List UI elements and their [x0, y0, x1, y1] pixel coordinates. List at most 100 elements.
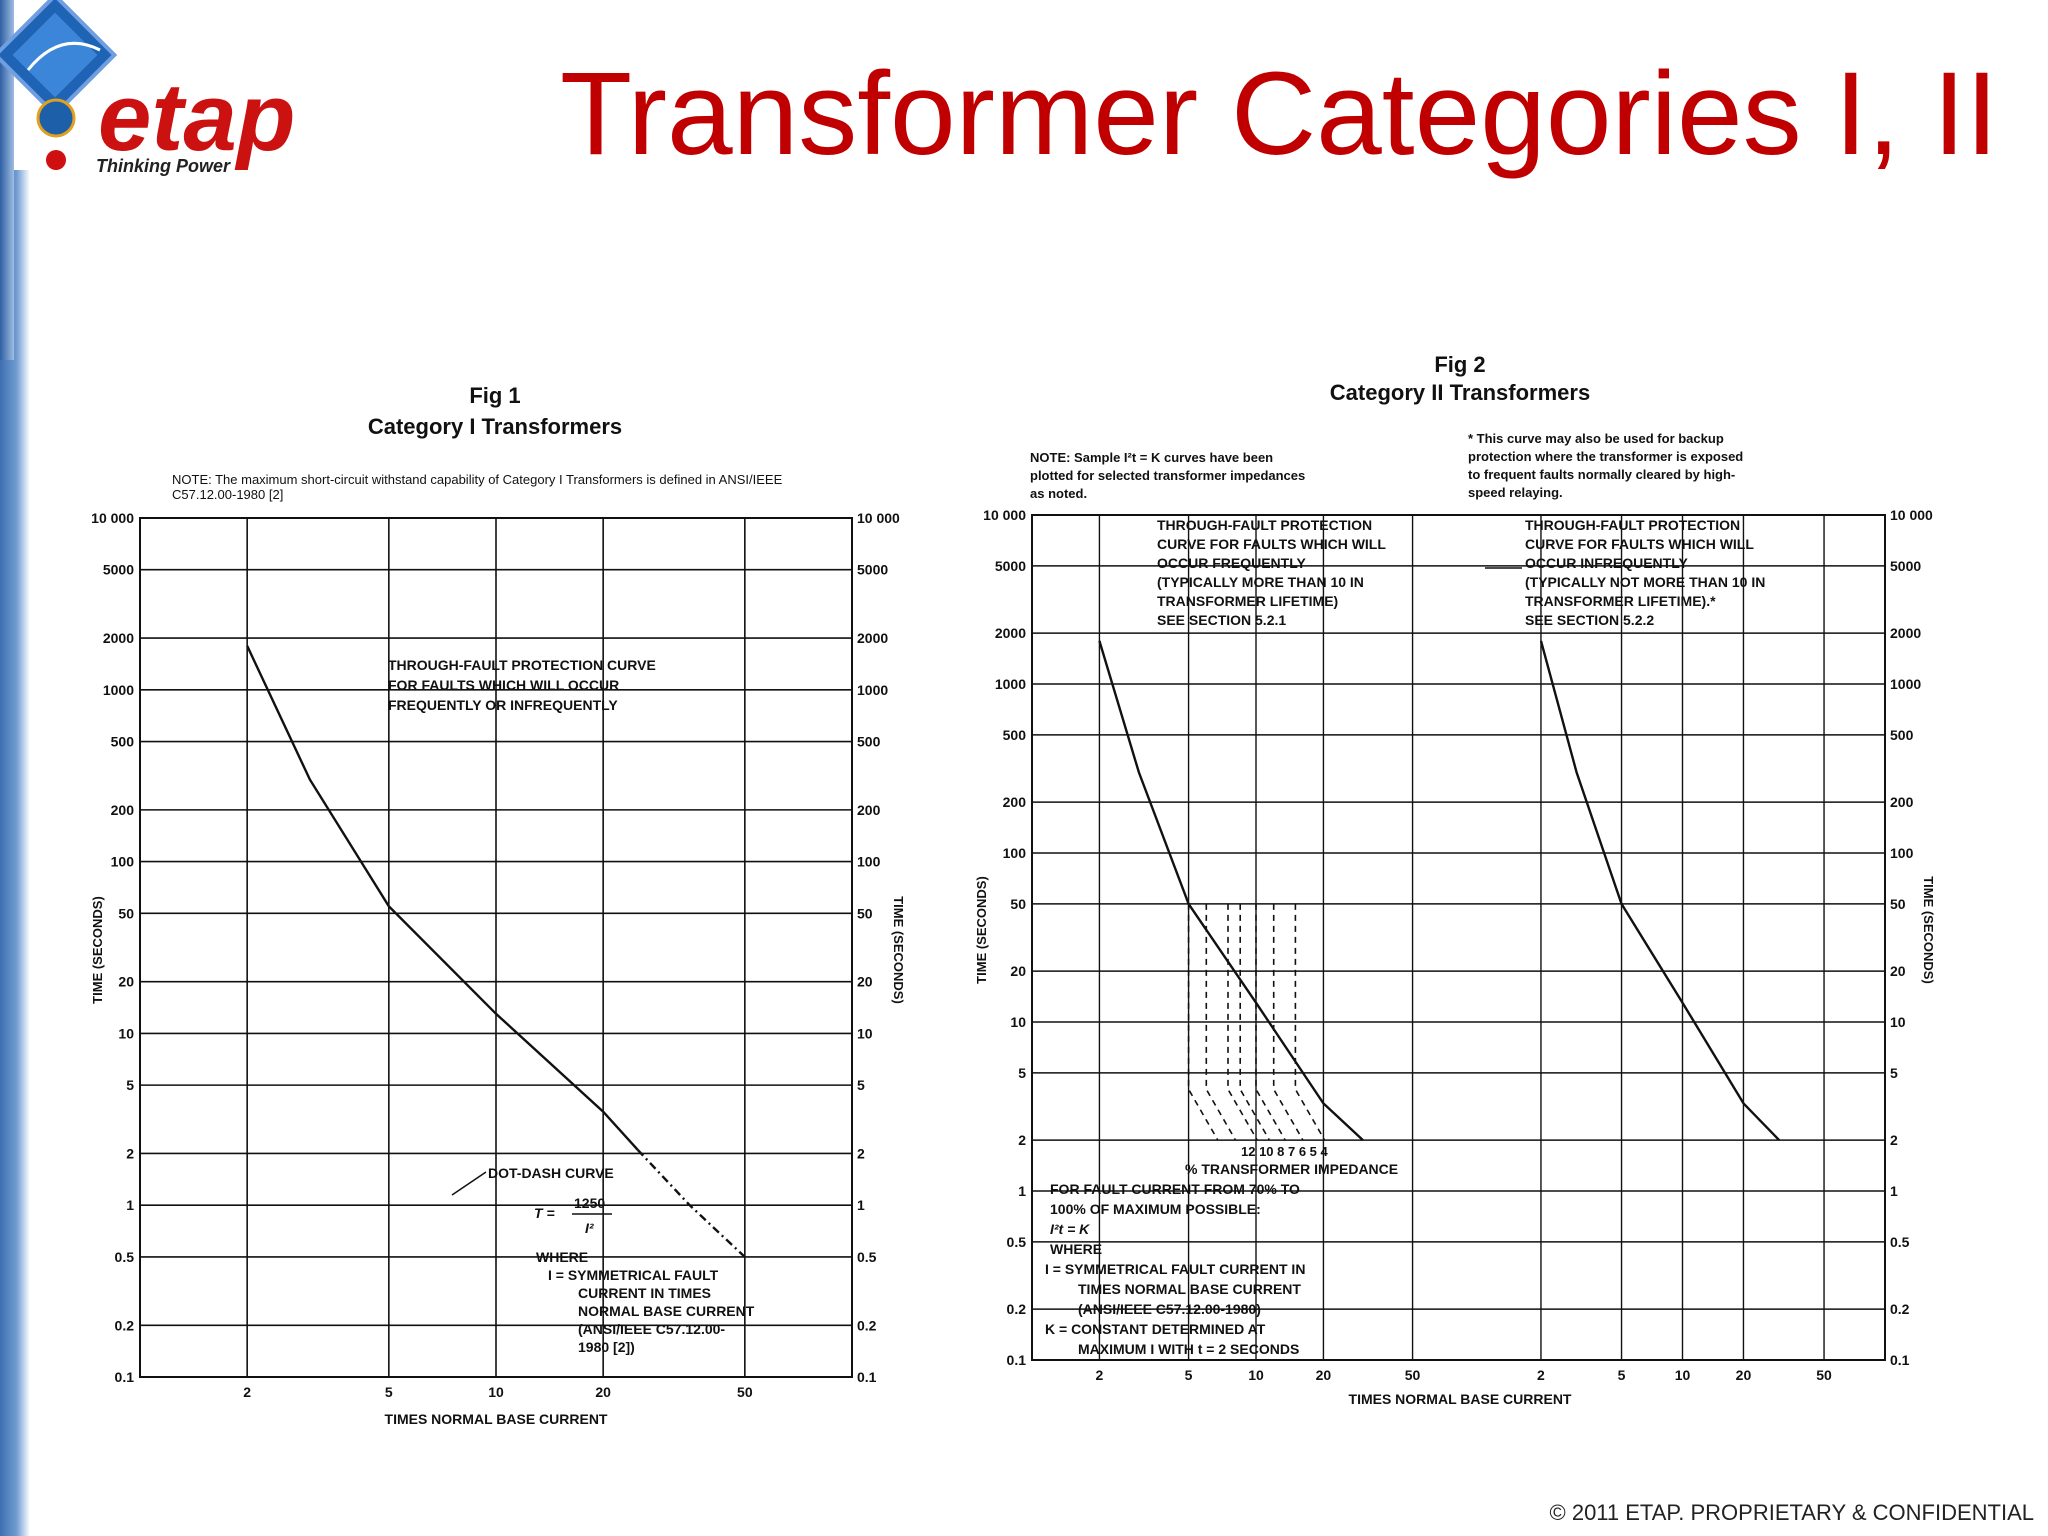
copyright-footer: © 2011 ETAP. PROPRIETARY & CONFIDENTIAL [1549, 1500, 2034, 1525]
fig2-lower-6: (ANSI/IEEE C57.12.00-1980) [1078, 1301, 1261, 1317]
fig2-panel2-label-4: TRANSFORMER LIFETIME).* [1525, 593, 1716, 609]
fig2-ytick-left: 5 [1018, 1065, 1026, 1081]
fig2-ytick-left: 0.1 [1007, 1352, 1027, 1368]
fig2-impedance-label: % TRANSFORMER IMPEDANCE [1185, 1161, 1398, 1177]
fig1-ytick-left: 1 [126, 1197, 134, 1213]
fig2-ylabel-left: TIME (SECONDS) [974, 876, 989, 984]
fig2-lower-4: I = SYMMETRICAL FAULT CURRENT IN [1045, 1261, 1305, 1277]
fig1-ytick-left: 0.2 [115, 1317, 135, 1333]
fig2-ytick-left: 0.2 [1007, 1301, 1027, 1317]
fig2-ytick-right: 1 [1890, 1183, 1898, 1199]
fig1-ylabel-left: TIME (SECONDS) [90, 896, 105, 1004]
fig2-panel1-curve [1098, 640, 1364, 1141]
fig2-title: Category II Transformers [1330, 380, 1590, 405]
fig1-dotdash-leader [451, 1171, 487, 1196]
fig1-curve-label-3: FREQUENTLY OR INFREQUENTLY [388, 697, 618, 713]
fig2-panel2-label-1: CURVE FOR FAULTS WHICH WILL [1525, 536, 1754, 552]
fig2-ytick-left: 200 [1003, 794, 1027, 810]
fig1-ytick-right: 1 [857, 1197, 865, 1213]
fig1-ytick-left: 20 [118, 974, 134, 990]
fig2-footnote-3: speed relaying. [1468, 485, 1563, 500]
fig2-note-2: as noted. [1030, 486, 1087, 501]
fig2-panel2-label-0: THROUGH-FAULT PROTECTION [1525, 517, 1740, 533]
fig1-ytick-left: 10 [118, 1025, 134, 1041]
fig2-ytick-right: 10 000 [1890, 507, 1933, 523]
fig2-ytick-left: 5000 [995, 558, 1026, 574]
fig2-ytick-left: 500 [1003, 727, 1027, 743]
fig1-formula-num: 1250 [574, 1195, 605, 1211]
fig1-ytick-right: 0.1 [857, 1369, 877, 1385]
side-accent-band-top [0, 0, 14, 360]
fig2-lower-3: WHERE [1050, 1241, 1102, 1257]
fig1-xtick: 20 [595, 1384, 611, 1400]
fig2-ytick-right: 5 [1890, 1065, 1898, 1081]
fig1-ytick-right: 5000 [857, 562, 888, 578]
fig2-ytick-left: 1 [1018, 1183, 1026, 1199]
fig1-ytick-left: 5 [126, 1077, 134, 1093]
fig2-impedance-numbers: 12 10 8 7 6 5 4 [1241, 1144, 1329, 1159]
fig1-title: Category I Transformers [368, 414, 622, 439]
fig2-xtick: 50 [1405, 1367, 1421, 1383]
fig2-impedance-curve [1255, 903, 1286, 1141]
fig2-ytick-right: 10 [1890, 1014, 1906, 1030]
fig2-impedance-curve [1239, 903, 1271, 1141]
fig1-xtick: 5 [385, 1384, 393, 1400]
fig2-note-1: plotted for selected transformer impedan… [1030, 468, 1305, 483]
fig1-ytick-left: 200 [111, 802, 135, 818]
fig1-ytick-right: 50 [857, 905, 873, 921]
fig1-ytick-left: 5000 [103, 562, 134, 578]
scan-background [30, 360, 2030, 1490]
fig1-ytick-right: 5 [857, 1077, 865, 1093]
fig2-chart: Fig 2 Category II Transformers NOTE: Sam… [974, 352, 1936, 1407]
fig1-curve-solid [246, 645, 639, 1151]
fig1-ytick-right: 500 [857, 734, 881, 750]
fig1-curve-label-1: THROUGH-FAULT PROTECTION CURVE [388, 657, 656, 673]
fig2-note-0: NOTE: Sample I²t = K curves have been [1030, 450, 1273, 465]
fig2-ytick-right: 1000 [1890, 676, 1921, 692]
fig1-xtick: 10 [488, 1384, 504, 1400]
fig2-panel2-curve [1539, 640, 1780, 1141]
logo-tagline: Thinking Power [96, 156, 231, 176]
fig1-ytick-right: 200 [857, 802, 881, 818]
fig1-ytick-right: 2 [857, 1145, 865, 1161]
fig2-ytick-left: 10 000 [983, 507, 1026, 523]
fig2-lower-0: FOR FAULT CURRENT FROM 70% TO [1050, 1181, 1300, 1197]
fig1-ytick-right: 100 [857, 854, 881, 870]
fig2-panel1-label-2: OCCUR FREQUENTLY [1157, 555, 1306, 571]
fig2-panel1-label-1: CURVE FOR FAULTS WHICH WILL [1157, 536, 1386, 552]
fig2-footnote-0: * This curve may also be used for backup [1468, 431, 1724, 446]
fig2-ytick-left: 2000 [995, 625, 1026, 641]
fig2-ytick-right: 0.1 [1890, 1352, 1910, 1368]
fig1-where-3: NORMAL BASE CURRENT [578, 1303, 755, 1319]
fig2-ytick-left: 0.5 [1007, 1234, 1027, 1250]
fig1-ytick-right: 2000 [857, 630, 888, 646]
fig1-ytick-right: 10 000 [857, 510, 900, 526]
fig1-where-0: WHERE [536, 1249, 588, 1265]
fig2-xtick: 20 [1736, 1367, 1752, 1383]
fig2-footnote-1: protection where the transformer is expo… [1468, 449, 1743, 464]
fig2-xtick: 50 [1816, 1367, 1832, 1383]
fig2-panel2-label-3: (TYPICALLY NOT MORE THAN 10 IN [1525, 574, 1765, 590]
fig1-ytick-right: 20 [857, 974, 873, 990]
fig2-panel1-label-3: (TYPICALLY MORE THAN 10 IN [1157, 574, 1364, 590]
fig2-xtick: 20 [1316, 1367, 1332, 1383]
fig1-ytick-right: 1000 [857, 682, 888, 698]
fig2-lower-5: TIMES NORMAL BASE CURRENT [1078, 1281, 1301, 1297]
fig1-formula-den: I² [585, 1220, 594, 1236]
fig1-where-5: 1980 [2]) [578, 1339, 635, 1355]
fig2-ytick-left: 1000 [995, 676, 1026, 692]
fig2-ytick-right: 0.5 [1890, 1234, 1910, 1250]
fig2-xtick: 5 [1618, 1367, 1626, 1383]
fig1-where-4: (ANSI/IEEE C57.12.00- [578, 1321, 725, 1337]
fig1-ytick-left: 100 [111, 854, 135, 870]
fig2-xlabel: TIMES NORMAL BASE CURRENT [1349, 1391, 1572, 1407]
fig2-lower-1: 100% OF MAXIMUM POSSIBLE: [1050, 1201, 1261, 1217]
fig2-ytick-right: 20 [1890, 963, 1906, 979]
etap-logo: etap Thinking Power [0, 0, 295, 176]
fig1-dotdash-label: DOT-DASH CURVE [488, 1165, 614, 1181]
fig2-ytick-left: 50 [1010, 896, 1026, 912]
fig2-lower-8: MAXIMUM I WITH t = 2 SECONDS [1078, 1341, 1299, 1357]
logo-wordmark: etap [98, 64, 295, 171]
fig1-ytick-left: 50 [118, 905, 134, 921]
